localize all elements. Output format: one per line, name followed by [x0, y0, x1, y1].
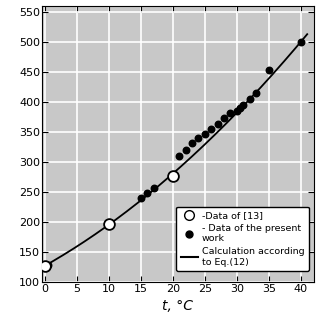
- Point: [45, 262, 51, 268]
- Point: [189, 140, 195, 145]
- Point: [183, 148, 188, 153]
- Point: [298, 40, 303, 45]
- Point: [170, 173, 175, 178]
- Point: [228, 110, 233, 116]
- Point: [221, 116, 227, 121]
- Point: [241, 102, 246, 108]
- Point: [234, 108, 239, 114]
- Point: [253, 91, 259, 96]
- Legend: -Data of [13], - Data of the present
work, Calculation according
to Eq.(12): -Data of [13], - Data of the present wor…: [176, 207, 309, 271]
- Point: [215, 121, 220, 126]
- Point: [237, 106, 243, 111]
- Point: [266, 68, 271, 73]
- Point: [247, 97, 252, 102]
- Point: [151, 185, 156, 190]
- Point: [42, 263, 47, 268]
- Point: [209, 126, 214, 132]
- Point: [138, 195, 143, 200]
- X-axis label: t, °C: t, °C: [162, 299, 193, 313]
- Point: [145, 190, 150, 196]
- Point: [202, 131, 207, 136]
- Point: [106, 221, 111, 226]
- Point: [177, 153, 182, 158]
- Point: [196, 135, 201, 140]
